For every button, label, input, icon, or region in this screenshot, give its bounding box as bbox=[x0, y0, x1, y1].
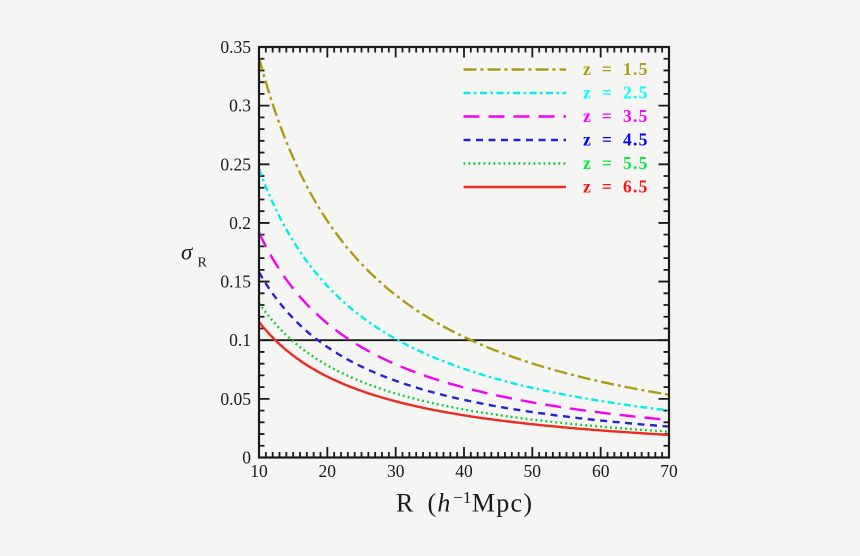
svg-text:0.3: 0.3 bbox=[229, 96, 251, 116]
svg-text:0.35: 0.35 bbox=[220, 37, 251, 57]
svg-text:30: 30 bbox=[387, 461, 405, 481]
svg-text:0.05: 0.05 bbox=[220, 389, 251, 409]
svg-text:z = 6.5: z = 6.5 bbox=[583, 177, 649, 197]
svg-text:σ: σ bbox=[181, 240, 194, 265]
svg-text:50: 50 bbox=[524, 461, 542, 481]
svg-text:0.15: 0.15 bbox=[220, 272, 251, 292]
svg-text:z = 1.5: z = 1.5 bbox=[583, 59, 649, 79]
svg-text:R (h−1Mpc): R (h−1Mpc) bbox=[396, 488, 533, 518]
svg-text:z = 3.5: z = 3.5 bbox=[583, 106, 649, 126]
svg-text:10: 10 bbox=[250, 461, 268, 481]
svg-text:z = 4.5: z = 4.5 bbox=[583, 130, 649, 150]
svg-text:40: 40 bbox=[455, 461, 473, 481]
svg-text:0.25: 0.25 bbox=[220, 154, 251, 174]
svg-text:0: 0 bbox=[242, 448, 251, 468]
svg-text:R: R bbox=[198, 256, 208, 271]
svg-text:0.2: 0.2 bbox=[229, 213, 251, 233]
svg-text:z = 5.5: z = 5.5 bbox=[583, 153, 649, 173]
svg-text:60: 60 bbox=[592, 461, 610, 481]
svg-text:20: 20 bbox=[319, 461, 337, 481]
svg-text:z = 2.5: z = 2.5 bbox=[583, 83, 649, 103]
svg-text:70: 70 bbox=[660, 461, 678, 481]
svg-text:0.1: 0.1 bbox=[229, 330, 251, 350]
